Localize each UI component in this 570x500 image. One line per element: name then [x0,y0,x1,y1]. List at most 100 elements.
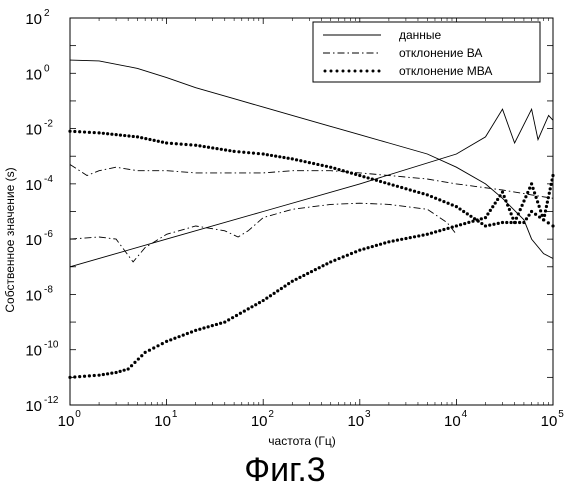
y-tick-exponent: -10 [44,340,59,351]
data-point [533,191,536,194]
data-point [434,197,437,200]
data-point [438,198,441,201]
data-point [211,146,214,149]
data-point [400,186,403,189]
legend-swatch-dot [336,70,339,73]
data-point [106,372,109,375]
data-point [180,143,183,146]
data-point [312,162,315,165]
data-point [165,141,168,144]
data-point [270,154,273,157]
data-point [413,235,416,238]
data-point [530,210,533,213]
legend-swatch-dot [366,70,369,73]
data-point [442,228,445,231]
data-point [123,134,126,137]
data-point [438,229,441,232]
data-point [78,130,81,133]
data-point [303,160,306,163]
data-point [211,324,214,327]
data-point [247,151,250,154]
data-point [547,221,550,224]
legend-swatch-dot [354,70,357,73]
data-point [114,371,117,374]
data-point [235,314,238,317]
data-point [295,158,298,161]
data-point [413,190,416,193]
x-tick-label: 10 [154,413,171,430]
data-point [442,200,445,203]
data-point [250,305,253,308]
data-point [110,133,113,136]
data-point [262,152,265,155]
data-point [310,270,313,273]
data-point [148,138,151,141]
x-tick-exponent: 5 [558,409,564,420]
data-point [505,221,508,224]
data-point [276,289,279,292]
data-point [458,207,461,210]
data-point [132,135,135,138]
data-point [169,338,172,341]
data-point [283,284,286,287]
data-point [400,238,403,241]
data-point [480,222,483,225]
data-point [358,249,361,252]
data-point [446,227,449,230]
data-point [148,349,151,352]
data-point [291,280,294,283]
y-tick-exponent: 0 [44,63,50,74]
data-point [287,282,290,285]
data-point [97,131,100,134]
data-point [354,250,357,253]
data-point [102,132,105,135]
data-point [508,208,511,211]
data-point [417,191,420,194]
data-point [215,147,218,150]
data-point [486,212,489,215]
x-tick-exponent: 3 [365,409,371,420]
data-point [144,351,147,354]
y-tick-exponent: -2 [44,119,53,130]
data-point [531,187,534,190]
data-point [350,252,353,255]
data-point [549,187,552,190]
data-point [538,205,541,208]
data-point [367,176,370,179]
data-point [273,292,276,295]
data-point [119,133,122,136]
data-point [93,131,96,134]
data-point [247,307,250,310]
data-point [396,239,399,242]
data-point [522,221,525,224]
data-point [88,131,91,134]
data-point [318,266,321,269]
data-point [182,334,185,337]
data-point [492,223,495,226]
data-point [546,201,549,204]
data-point [375,244,378,247]
data-point [430,231,433,234]
data-point [152,346,155,349]
y-tick-exponent: -4 [44,174,53,185]
data-point [466,212,469,215]
legend-swatch-dot [342,70,345,73]
data-point [547,196,550,199]
data-point [539,209,542,212]
data-point [375,179,378,182]
data-point [78,375,81,378]
data-point [446,202,449,205]
data-point [215,323,218,326]
data-point [316,163,319,166]
data-point [513,221,516,224]
chart: 10010110210310410510210010-210-410-610-8… [0,0,570,450]
data-point [274,155,277,158]
legend-label: отклонение МВА [399,64,492,78]
y-axis-label: Собственное значение (s) [3,167,17,312]
data-point [203,145,206,148]
data-point [239,312,242,315]
data-point [463,222,466,225]
data-point [396,185,399,188]
data-point [476,218,479,221]
data-point [219,322,222,325]
